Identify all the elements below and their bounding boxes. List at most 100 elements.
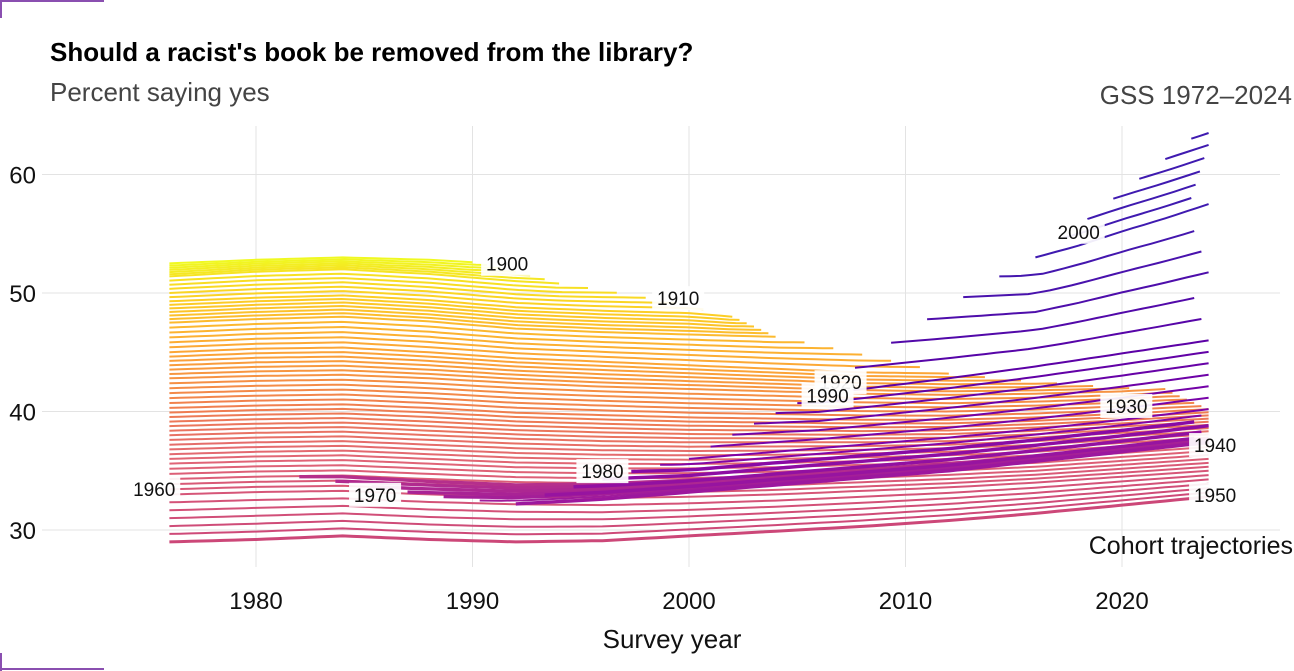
cohort-line xyxy=(169,272,589,289)
cohort-label: 1900 xyxy=(486,255,528,276)
cohort-line xyxy=(169,373,1166,396)
cohort-label-bg xyxy=(1052,219,1105,244)
cohort-label: 1930 xyxy=(1105,397,1147,418)
x-tick-label: 2000 xyxy=(662,588,715,615)
cohort-line xyxy=(169,277,617,294)
cohort-label-bg xyxy=(128,476,181,501)
axis-ticks: 1980 1990 2000 2010 2020 30 40 50 60 xyxy=(9,163,1148,616)
chart-title: Should a racist's book be removed from t… xyxy=(50,37,693,67)
source-note: GSS 1972–2024 xyxy=(1100,80,1292,110)
cohort-line xyxy=(169,320,805,344)
cohort-line xyxy=(1087,183,1196,221)
cohort-line xyxy=(927,271,1209,321)
y-tick-label: 40 xyxy=(9,400,36,427)
cohort-line xyxy=(1139,157,1205,180)
cohort-line xyxy=(169,378,1173,401)
cohort-label-bg xyxy=(481,251,534,276)
cohort-line xyxy=(169,315,776,338)
cohort-line xyxy=(169,281,646,299)
cohort-line xyxy=(169,436,1209,457)
cohort-label-bg xyxy=(1189,433,1242,458)
cohort-line xyxy=(169,256,473,265)
cohort-line xyxy=(169,297,740,321)
x-tick-label: 2020 xyxy=(1095,588,1148,615)
x-tick-label: 2010 xyxy=(879,588,932,615)
cohort-line xyxy=(169,364,1094,389)
cohort-line xyxy=(169,427,1209,444)
cohort-line xyxy=(169,258,487,267)
cohort-line xyxy=(169,331,863,356)
cohort-line xyxy=(963,250,1202,299)
cohort-line xyxy=(797,350,1209,405)
cohort-line xyxy=(169,487,1209,528)
cohort-line xyxy=(818,339,1209,395)
cohort-line xyxy=(1113,170,1201,200)
cohort-label-bg xyxy=(1100,393,1153,418)
cohort-line xyxy=(169,453,1209,480)
cohort-line xyxy=(169,290,704,311)
cohort-line xyxy=(753,373,1209,425)
cohort-label: 1970 xyxy=(354,486,396,507)
cohort-line xyxy=(169,491,1209,536)
cohort-label: 1990 xyxy=(806,386,848,407)
cohort-line xyxy=(169,262,516,273)
cohort-line xyxy=(169,268,560,285)
cohort-line xyxy=(169,308,762,331)
chart-subtitle: Percent saying yes xyxy=(50,77,270,107)
cohort-label-bg xyxy=(652,286,705,311)
x-tick-label: 1990 xyxy=(446,588,499,615)
y-tick-label: 60 xyxy=(9,163,36,190)
cohort-line xyxy=(891,297,1195,344)
cohort-line xyxy=(775,362,1209,415)
cohort-line xyxy=(169,398,1202,417)
cohort-line xyxy=(169,383,1180,405)
x-axis-label: Survey year xyxy=(603,624,742,654)
cohort-line xyxy=(169,495,1209,544)
cohort-line xyxy=(660,414,1202,466)
cohort-label: 2000 xyxy=(1058,223,1100,244)
y-tick-label: 50 xyxy=(9,281,36,308)
cohort-label: 1960 xyxy=(133,480,175,501)
cohort-line xyxy=(169,369,1130,393)
cohort-line xyxy=(1190,132,1209,140)
cohort-line xyxy=(169,325,834,350)
cohort-line xyxy=(688,408,1209,460)
cohort-line xyxy=(631,420,1195,474)
cohort-line xyxy=(169,469,1209,500)
cohort-line xyxy=(169,341,920,369)
cohort-line xyxy=(169,482,1209,521)
cohort-line xyxy=(169,304,755,328)
cohort-line xyxy=(169,260,502,270)
cohort-line xyxy=(1035,203,1209,259)
cohort-line xyxy=(573,430,1202,489)
cohort-line xyxy=(1164,143,1209,161)
cohort-line xyxy=(169,412,1209,429)
cohort-line xyxy=(169,478,1209,514)
cohort-line xyxy=(169,474,1209,507)
cohort-line xyxy=(169,294,733,318)
cohort-line xyxy=(169,420,1209,436)
y-tick-label: 30 xyxy=(9,518,36,545)
cohort-line xyxy=(169,355,1021,382)
cohort-label-bg xyxy=(576,459,629,484)
cohort-line xyxy=(544,436,1195,497)
caption-cohort-trajectories: Cohort trajectories xyxy=(1089,532,1293,560)
cohort-line xyxy=(169,416,1209,433)
cohort-line xyxy=(169,285,675,304)
cohort-line xyxy=(854,318,1202,369)
cohort-line xyxy=(169,312,769,335)
cohort-line xyxy=(169,407,1209,425)
cohort-label-layer: 1900191019201930194019501960197019801990… xyxy=(128,219,1242,507)
cohort-label: 1940 xyxy=(1194,436,1236,457)
cohort-line xyxy=(169,388,1187,409)
cohort-label-bg xyxy=(1189,482,1242,507)
cohort-line xyxy=(602,424,1209,481)
cohort-label: 1950 xyxy=(1194,486,1236,507)
cohort-line xyxy=(999,230,1195,278)
cohort-line xyxy=(515,440,1209,506)
cohort-label: 1980 xyxy=(581,462,623,483)
cohort-label: 1910 xyxy=(657,289,699,310)
cohort-label-bg xyxy=(349,482,402,507)
cohort-label-bg xyxy=(801,383,854,408)
